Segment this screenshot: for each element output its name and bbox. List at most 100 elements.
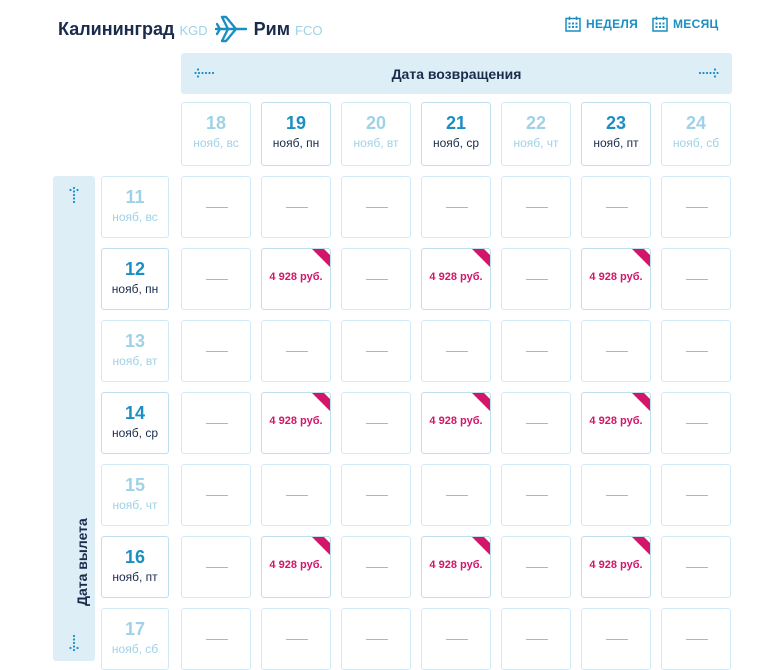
departure-date-cell[interactable]: 15 нояб, чт [101, 464, 169, 526]
destination-code: FCO [295, 23, 323, 38]
fare-cell[interactable]: 4 928 руб. [421, 392, 491, 454]
departure-date-cell[interactable]: 13 нояб, вт [101, 320, 169, 382]
empty-fare-cell [501, 248, 571, 310]
departure-weekday: нояб, ср [111, 426, 158, 440]
departure-date-bar: Дата вылета [53, 176, 95, 661]
calendar-icon [565, 16, 581, 32]
dotted-arrow-down-icon[interactable] [63, 632, 85, 654]
return-date-cell[interactable]: 19 нояб, пн [261, 102, 331, 166]
dotted-arrow-up-icon[interactable] [63, 184, 85, 206]
return-date-label: Дата возвращения [391, 66, 522, 82]
departure-date-cell[interactable]: 12 нояб, пн [101, 248, 169, 310]
week-view-button[interactable]: НЕДЕЛЯ [565, 16, 638, 32]
no-fare-dash [206, 423, 228, 424]
no-fare-dash [206, 279, 228, 280]
no-fare-dash [606, 351, 628, 352]
empty-fare-cell [421, 608, 491, 670]
fare-cell[interactable]: 4 928 руб. [421, 248, 491, 310]
calendar-icon [652, 16, 668, 32]
departure-weekday: нояб, вс [112, 210, 158, 224]
departure-date-cell[interactable]: 17 нояб, сб [101, 608, 169, 670]
no-fare-dash [526, 351, 548, 352]
fare-price: 4 928 руб. [589, 271, 643, 283]
fare-cell[interactable]: 4 928 руб. [581, 248, 651, 310]
no-fare-dash [686, 279, 708, 280]
no-fare-dash [366, 279, 388, 280]
empty-fare-cell [181, 608, 251, 670]
empty-fare-cell [421, 176, 491, 238]
origin-code: KGD [179, 23, 208, 38]
empty-fare-cell [341, 464, 411, 526]
no-fare-dash [286, 495, 308, 496]
departure-day-number: 17 [124, 619, 146, 639]
fare-cell[interactable]: 4 928 руб. [581, 536, 651, 598]
return-date-cell[interactable]: 23 нояб, пт [581, 102, 651, 166]
best-price-ribbon-icon [472, 393, 490, 411]
departure-weekday: нояб, пн [111, 282, 159, 296]
return-date-cell[interactable]: 22 нояб, чт [501, 102, 571, 166]
week-view-label: НЕДЕЛЯ [586, 17, 639, 31]
no-fare-dash [526, 423, 548, 424]
empty-fare-cell [501, 320, 571, 382]
empty-fare-cell [341, 248, 411, 310]
best-price-ribbon-icon [472, 537, 490, 555]
empty-fare-cell [181, 176, 251, 238]
empty-fare-cell [341, 320, 411, 382]
no-fare-dash [606, 495, 628, 496]
best-price-ribbon-icon [472, 249, 490, 267]
fare-cell[interactable]: 4 928 руб. [421, 536, 491, 598]
month-view-button[interactable]: МЕСЯЦ [652, 16, 719, 32]
no-fare-dash [206, 495, 228, 496]
departure-day-number: 12 [124, 259, 146, 279]
no-fare-dash [686, 567, 708, 568]
best-price-ribbon-icon [632, 249, 650, 267]
no-fare-dash [366, 351, 388, 352]
empty-fare-cell [501, 536, 571, 598]
departure-day-number: 13 [124, 331, 146, 351]
best-price-ribbon-icon [312, 393, 330, 411]
return-day-number: 24 [685, 113, 707, 133]
return-date-cell[interactable]: 20 нояб, вт [341, 102, 411, 166]
fare-cell[interactable]: 4 928 руб. [261, 248, 331, 310]
no-fare-dash [286, 351, 308, 352]
empty-fare-cell [661, 320, 731, 382]
best-price-ribbon-icon [312, 249, 330, 267]
return-weekday: нояб, ср [432, 136, 479, 150]
fare-price: 4 928 руб. [589, 415, 643, 427]
fare-cell[interactable]: 4 928 руб. [261, 392, 331, 454]
fare-cell[interactable]: 4 928 руб. [581, 392, 651, 454]
no-fare-dash [446, 207, 468, 208]
empty-fare-cell [261, 176, 331, 238]
return-weekday: нояб, чт [513, 136, 559, 150]
fare-price: 4 928 руб. [429, 559, 483, 571]
return-date-cell[interactable]: 18 нояб, вс [181, 102, 251, 166]
return-date-cell[interactable]: 21 нояб, ср [421, 102, 491, 166]
fare-price: 4 928 руб. [269, 271, 323, 283]
empty-fare-cell [661, 608, 731, 670]
return-date-cell[interactable]: 24 нояб, сб [661, 102, 731, 166]
empty-fare-cell [181, 464, 251, 526]
departure-date-cell[interactable]: 14 нояб, ср [101, 392, 169, 454]
dotted-arrow-right-icon[interactable] [698, 64, 720, 82]
departure-weekday: нояб, вт [112, 354, 158, 368]
departure-day-number: 16 [124, 547, 146, 567]
best-price-ribbon-icon [632, 537, 650, 555]
no-fare-dash [206, 567, 228, 568]
departure-date-cell[interactable]: 11 нояб, вс [101, 176, 169, 238]
no-fare-dash [686, 423, 708, 424]
fare-cell[interactable]: 4 928 руб. [261, 536, 331, 598]
empty-fare-cell [341, 608, 411, 670]
dotted-arrow-left-icon[interactable] [193, 64, 215, 82]
departure-day-number: 11 [125, 187, 145, 207]
return-weekday: нояб, сб [672, 136, 720, 150]
no-fare-dash [526, 207, 548, 208]
return-weekday: нояб, вт [353, 136, 399, 150]
empty-fare-cell [341, 536, 411, 598]
no-fare-dash [366, 423, 388, 424]
departure-date-cell[interactable]: 16 нояб, пт [101, 536, 169, 598]
return-day-number: 21 [445, 113, 467, 133]
best-price-ribbon-icon [312, 537, 330, 555]
empty-fare-cell [661, 392, 731, 454]
return-day-number: 19 [285, 113, 307, 133]
empty-fare-cell [261, 320, 331, 382]
